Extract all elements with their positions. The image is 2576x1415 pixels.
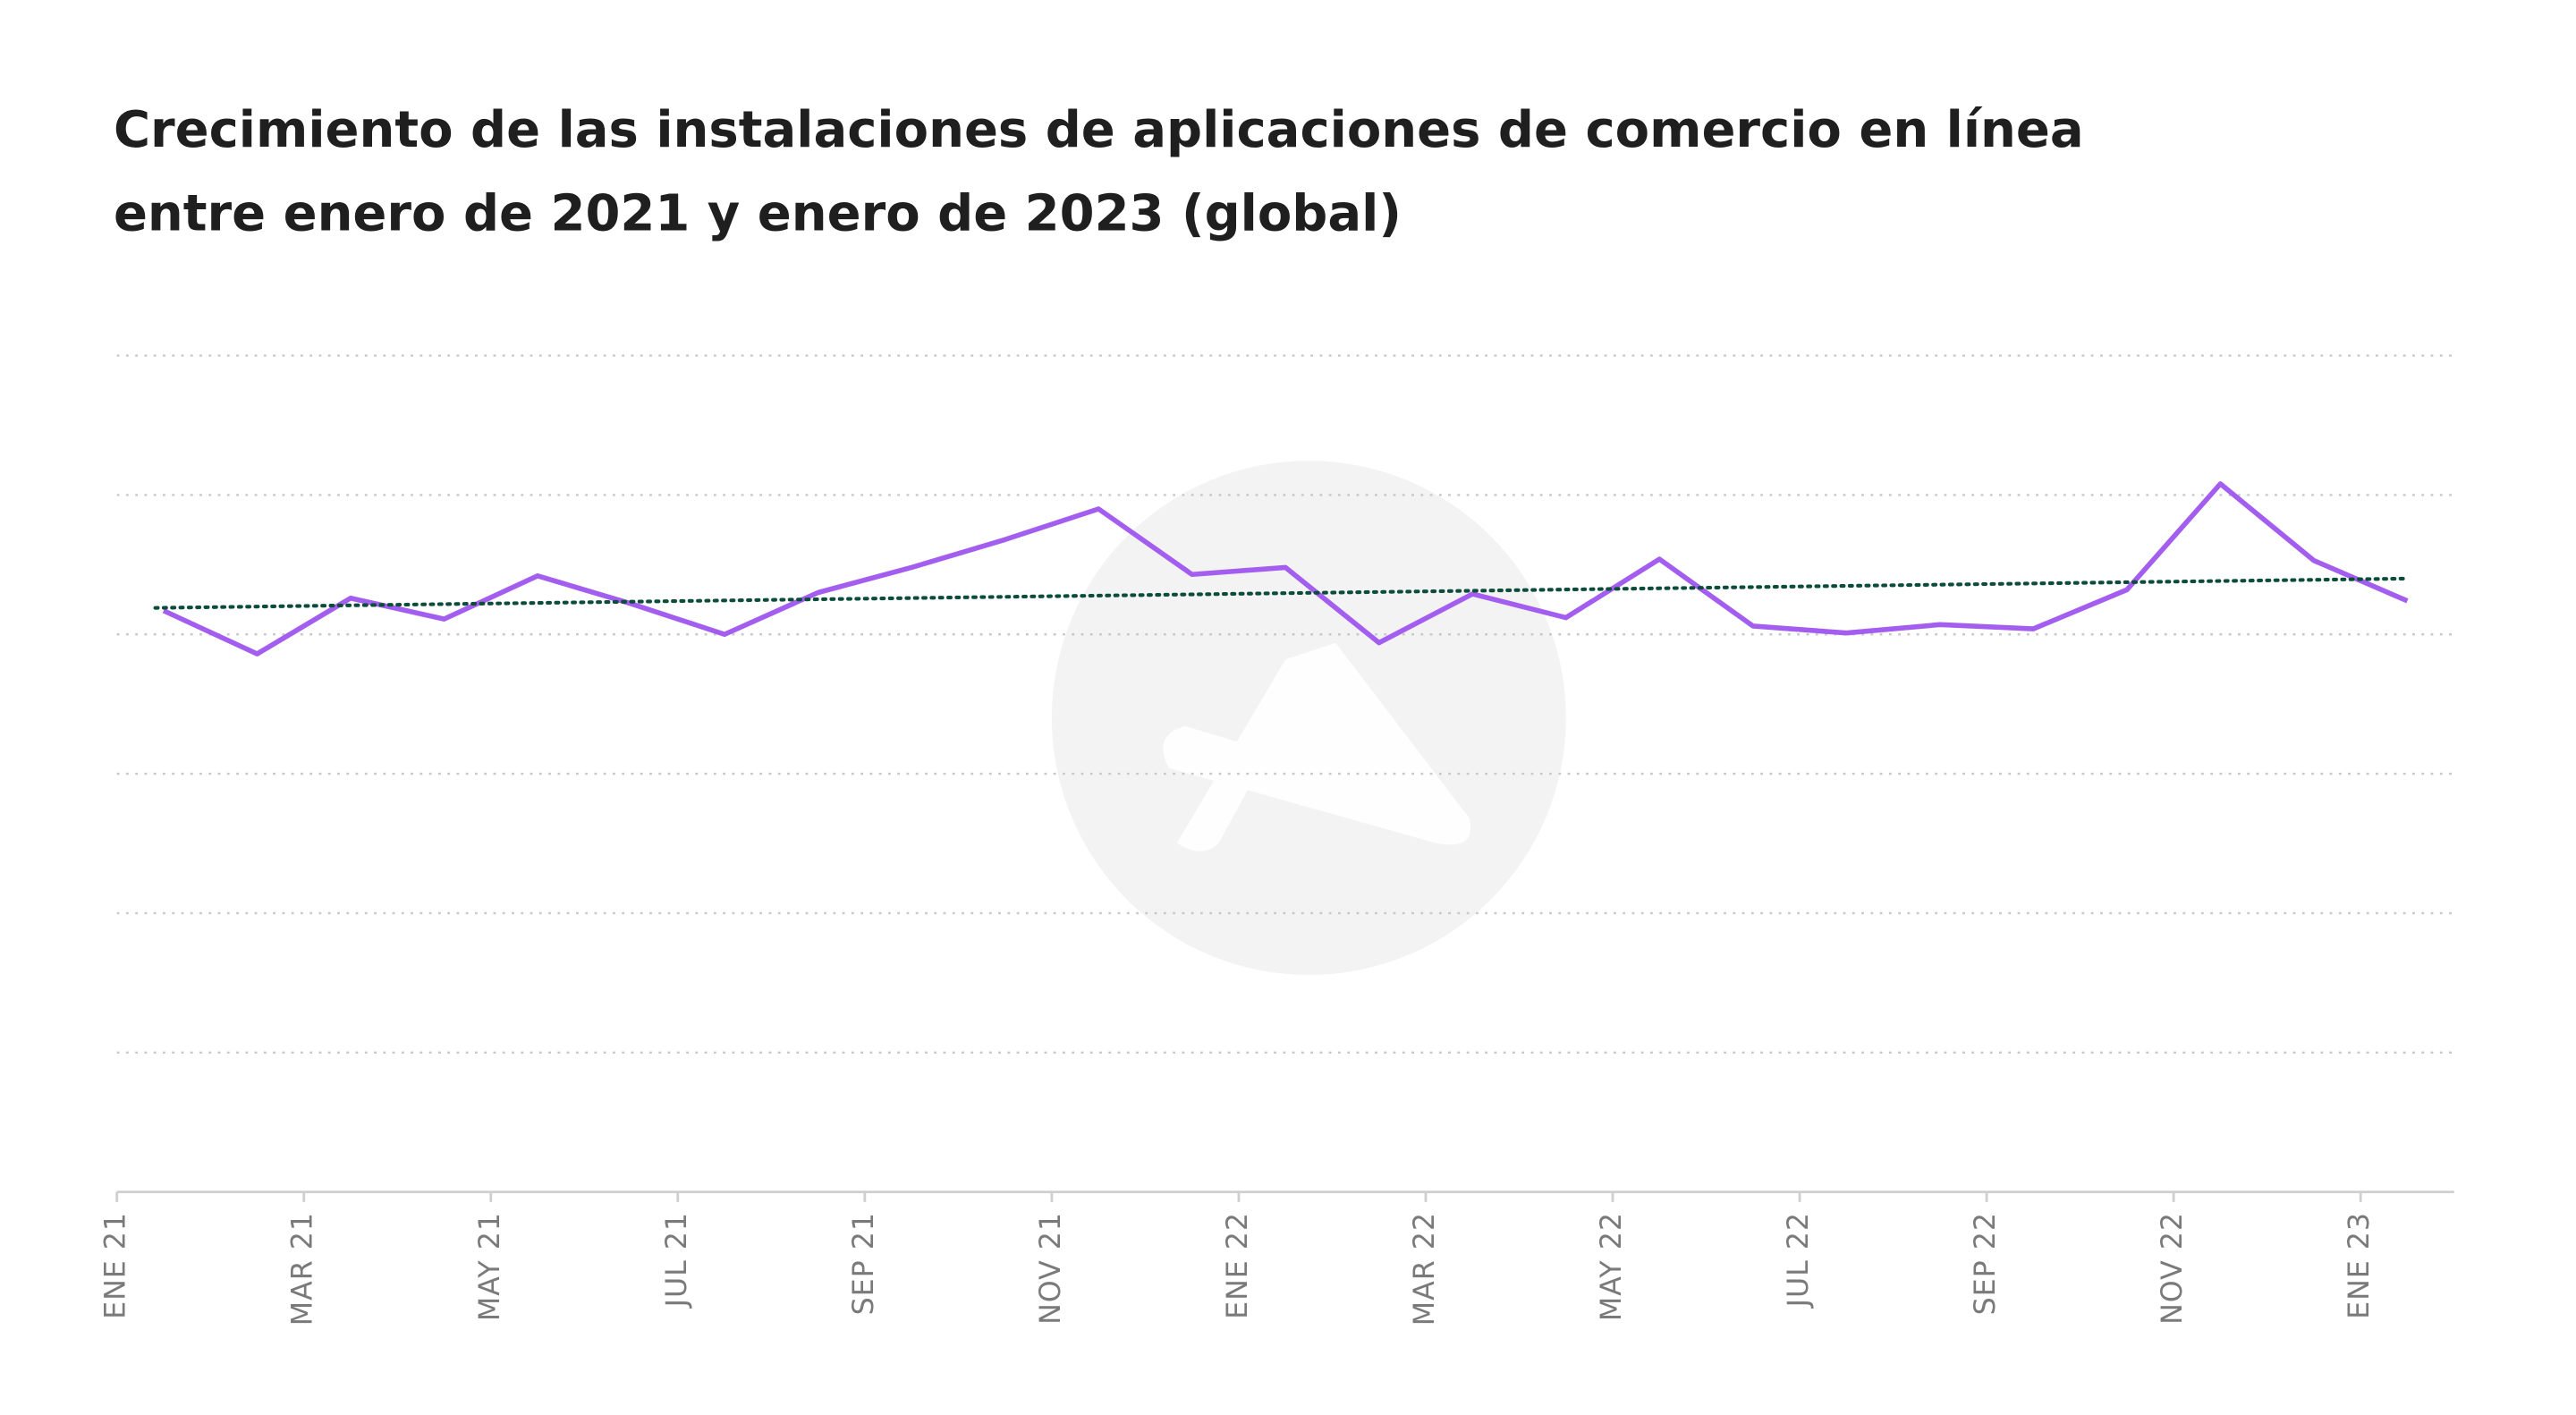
- x-tick-label: MAR 21: [287, 1212, 319, 1326]
- trend-line: [153, 576, 2406, 610]
- chart-title: Crecimiento de las instalaciones de apli…: [114, 101, 2084, 159]
- x-tick-label: ENE 21: [100, 1212, 132, 1319]
- x-tick-label: MAY 22: [1596, 1212, 1628, 1321]
- x-tick-label: JUL 22: [1783, 1212, 1815, 1309]
- data-line: [162, 481, 2409, 657]
- x-tick-label: ENE 23: [2343, 1212, 2376, 1319]
- x-tick-label: NOV 22: [2157, 1212, 2189, 1325]
- x-tick-label: MAR 22: [1409, 1212, 1441, 1326]
- x-tick-label: JUL 21: [661, 1212, 693, 1309]
- watermark: [1051, 461, 1566, 976]
- x-tick-label: ENE 22: [1222, 1212, 1254, 1319]
- x-tick-label: NOV 21: [1035, 1212, 1067, 1325]
- x-tick-label: MAY 21: [474, 1212, 506, 1321]
- x-tick-label: SEP 21: [848, 1212, 880, 1315]
- x-tick-label: SEP 22: [1970, 1212, 2002, 1315]
- chart-title: entre enero de 2021 y enero de 2023 (glo…: [114, 185, 1402, 243]
